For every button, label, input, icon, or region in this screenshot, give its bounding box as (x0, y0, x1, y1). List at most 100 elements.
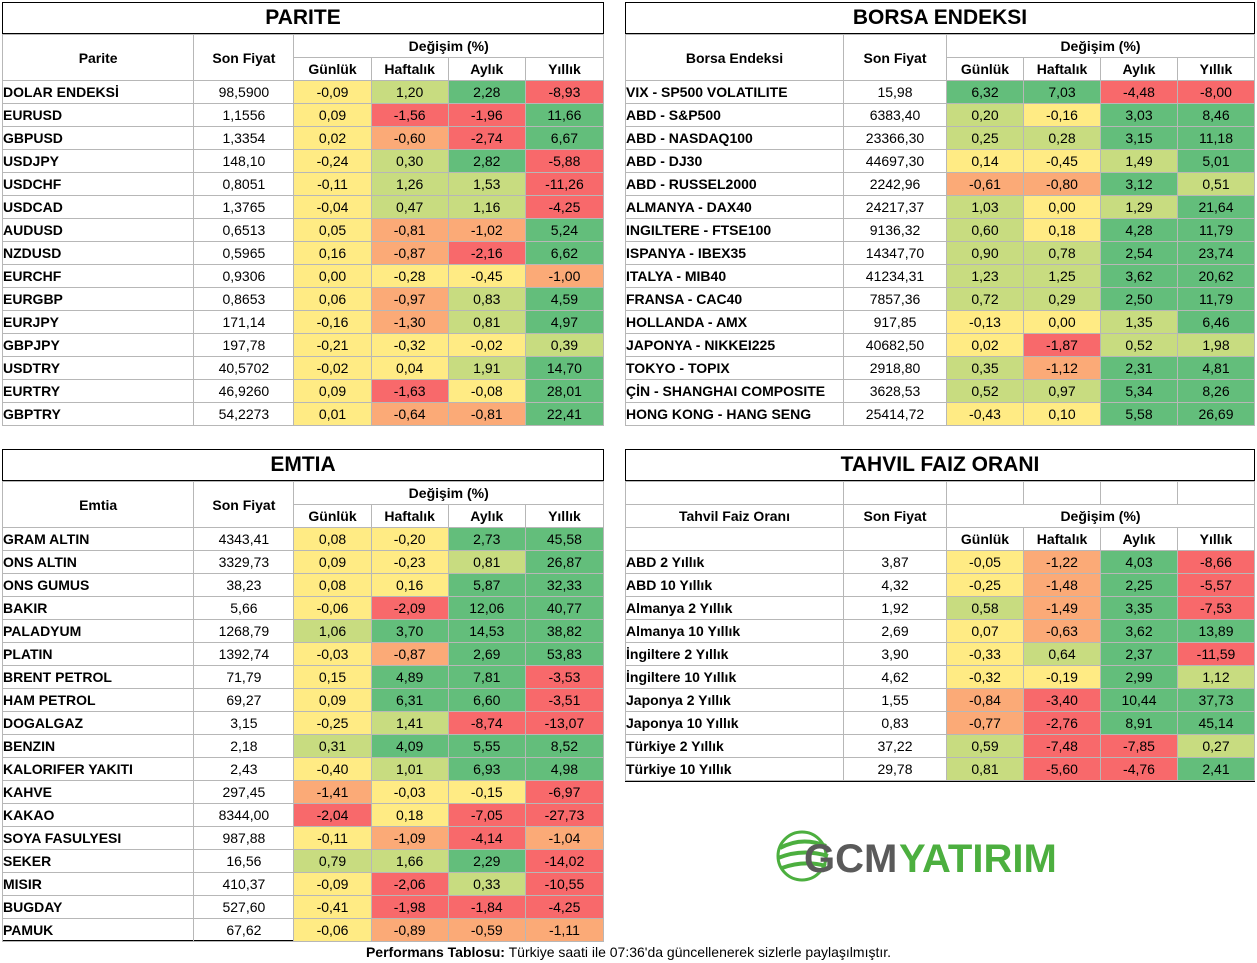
change-value: -2,06 (370, 872, 449, 896)
change-value: -1,48 (1023, 573, 1101, 597)
change-value: 2,99 (1100, 665, 1178, 689)
column-header-name: Parite (1, 34, 195, 81)
change-value: 8,26 (1177, 379, 1255, 403)
change-value: -0,45 (447, 264, 526, 288)
table-row: USDCAD 1,3765 -0,04 0,47 1,16 -4,25 (1, 195, 605, 219)
column-header-price: Son Fiyat (843, 34, 947, 81)
change-value: -0,81 (447, 402, 526, 426)
last-price: 67,62 (193, 918, 295, 942)
last-price: 0,6513 (193, 218, 295, 242)
change-value: 0,16 (370, 573, 449, 597)
instrument-name: ALMANYA - DAX40 (625, 195, 844, 219)
change-value: 1,53 (447, 172, 526, 196)
column-header-price: Son Fiyat (193, 34, 295, 81)
table-row: INGILTERE - FTSE100 9136,32 0,60 0,18 4,28 11… (625, 218, 1255, 242)
change-value: 0,08 (293, 573, 372, 597)
change-value: 2,37 (1100, 642, 1178, 666)
change-value: -1,04 (524, 826, 605, 850)
last-price: 46,9260 (193, 379, 295, 403)
table-row: AUDUSD 0,6513 0,05 -0,81 -1,02 5,24 (1, 218, 605, 242)
subheader-row: Günlük Haftalık Aylık Yıllık (625, 527, 1255, 551)
table-row: Türkiye 2 Yıllık 37,22 0,59 -7,48 -7,85 0,27 (625, 734, 1255, 758)
table-row: TOKYO - TOPIX 2918,80 0,35 -1,12 2,31 4,81 (625, 356, 1255, 380)
subheader-row: Günlük Haftalık Aylık Yıllık (3, 57, 605, 81)
column-header-period: Aylık (1100, 527, 1178, 551)
svg-text:YATIRIM: YATIRIM (899, 837, 1057, 881)
change-value: 0,00 (1023, 310, 1101, 334)
change-value: -0,32 (370, 333, 449, 357)
change-value: -0,64 (370, 402, 449, 426)
instrument-name: GRAM ALTIN (1, 527, 195, 551)
instrument-name: USDJPY (1, 149, 195, 173)
table-row: VIX - SP500 VOLATILITE 15,98 6,32 7,03 -4,48… (625, 80, 1255, 104)
last-price: 3628,53 (843, 379, 947, 403)
instrument-name: ONS ALTIN (1, 550, 195, 574)
change-value: 2,82 (447, 149, 526, 173)
change-value: 4,98 (524, 757, 605, 781)
change-value: 0,60 (946, 218, 1024, 242)
change-value: 0,79 (293, 849, 372, 873)
change-value: 0,97 (1023, 379, 1101, 403)
change-value: 7,81 (447, 665, 526, 689)
instrument-name: INGILTERE - FTSE100 (625, 218, 844, 242)
last-price: 98,5900 (193, 80, 295, 104)
table-row: Almanya 10 Yıllık 2,69 0,07 -0,63 3,62 13,89 (625, 619, 1255, 643)
instrument-name: EURCHF (1, 264, 195, 288)
column-header-name: Tahvil Faiz Oranı (625, 504, 844, 528)
change-value: 20,62 (1177, 264, 1255, 288)
instrument-name: HOLLANDA - AMX (625, 310, 844, 334)
change-value: 3,12 (1100, 172, 1178, 196)
change-value: 8,46 (1177, 103, 1255, 127)
change-value: 1,03 (946, 195, 1024, 219)
last-price: 2,18 (193, 734, 295, 758)
change-value: -0,06 (293, 596, 372, 620)
footer-bold: Performans Tablosu: (365, 944, 505, 960)
last-price: 3,90 (843, 642, 947, 666)
change-value: -4,25 (524, 895, 605, 919)
last-price: 0,83 (843, 711, 947, 735)
change-value: 26,69 (1177, 402, 1255, 426)
change-value: 0,52 (946, 379, 1024, 403)
change-value: -0,80 (1023, 172, 1101, 196)
change-value: -3,51 (524, 688, 605, 712)
change-value: -0,45 (1023, 149, 1101, 173)
last-price: 9136,32 (843, 218, 947, 242)
change-value: 2,54 (1100, 241, 1178, 265)
change-value: 2,41 (1177, 757, 1255, 781)
change-value: 3,62 (1100, 264, 1178, 288)
last-price: 4343,41 (193, 527, 295, 551)
table-row: ALMANYA - DAX40 24217,37 1,03 0,00 1,29 21,64 (625, 195, 1255, 219)
change-value: 26,87 (524, 550, 605, 574)
last-price: 38,23 (193, 573, 295, 597)
last-price: 917,85 (843, 310, 947, 334)
table-row: ABD 2 Yıllık 3,87 -0,05 -1,22 4,03 -8,66 (625, 550, 1255, 574)
change-value: -3,53 (524, 665, 605, 689)
change-value: 10,44 (1100, 688, 1178, 712)
change-value: 21,64 (1177, 195, 1255, 219)
instrument-name: Türkiye 10 Yıllık (625, 757, 844, 781)
table-row: HAM PETROL 69,27 0,09 6,31 6,60 -3,51 (1, 688, 605, 712)
change-value: 0,29 (1023, 287, 1101, 311)
change-value: 0,27 (1177, 734, 1255, 758)
change-value: -0,09 (293, 80, 372, 104)
last-price: 2,43 (193, 757, 295, 781)
instrument-name: JAPONYA - NIKKEI225 (625, 333, 844, 357)
change-value: 1,23 (946, 264, 1024, 288)
table-row: ABD - DJ30 44697,30 0,14 -0,45 1,49 5,01 (625, 149, 1255, 173)
change-value: -11,26 (524, 172, 605, 196)
change-value: 6,62 (524, 241, 605, 265)
emtia-panel: EMTIA Emtia Son Fiyat Değişim (%) Günlük Haf… (1, 449, 605, 942)
table-row: KAHVE 297,45 -1,41 -0,03 -0,15 -6,97 (1, 780, 605, 804)
change-value: -7,53 (1177, 596, 1255, 620)
last-price: 8344,00 (193, 803, 295, 827)
change-value: 4,59 (524, 287, 605, 311)
change-value: -11,59 (1177, 642, 1255, 666)
last-price: 148,10 (193, 149, 295, 173)
last-price: 3,15 (193, 711, 295, 735)
instrument-name: BAKIR (1, 596, 195, 620)
change-value: 0,83 (447, 287, 526, 311)
table-row: MISIR 410,37 -0,09 -2,06 0,33 -10,55 (1, 872, 605, 896)
change-value: -0,81 (370, 218, 449, 242)
change-value: 6,46 (1177, 310, 1255, 334)
change-value: 0,09 (293, 550, 372, 574)
